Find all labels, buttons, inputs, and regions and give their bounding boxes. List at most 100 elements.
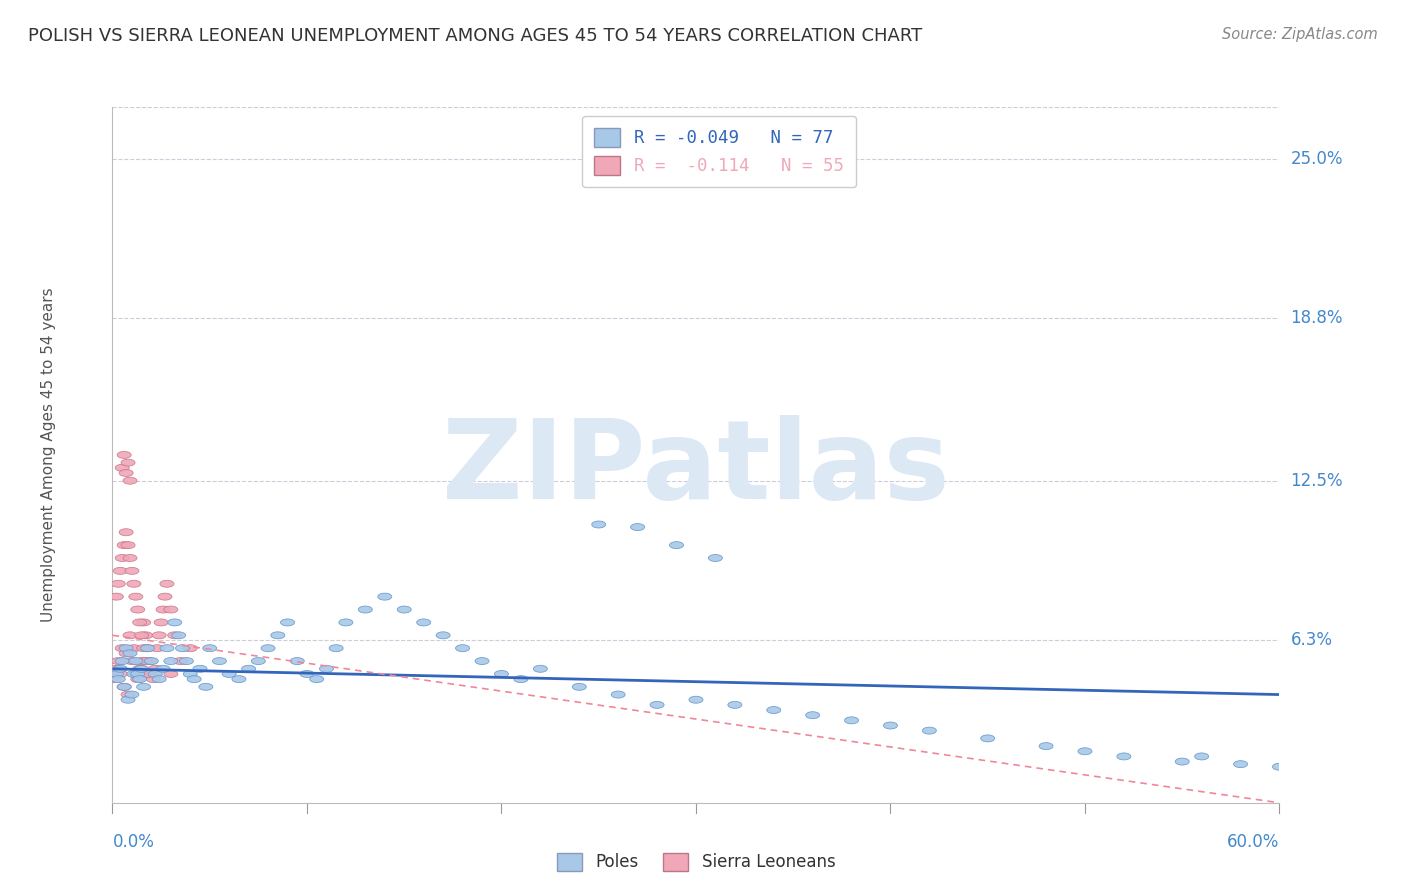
Ellipse shape	[120, 529, 134, 536]
Ellipse shape	[165, 657, 177, 665]
Ellipse shape	[150, 645, 165, 652]
Ellipse shape	[111, 657, 125, 665]
Ellipse shape	[135, 657, 149, 665]
Ellipse shape	[155, 619, 169, 626]
Ellipse shape	[172, 632, 186, 639]
Text: 12.5%: 12.5%	[1291, 472, 1343, 490]
Ellipse shape	[115, 555, 129, 561]
Ellipse shape	[145, 657, 159, 665]
Ellipse shape	[135, 632, 149, 639]
Ellipse shape	[612, 691, 626, 698]
Ellipse shape	[132, 619, 146, 626]
Ellipse shape	[132, 675, 146, 682]
Legend: Poles, Sierra Leoneans: Poles, Sierra Leoneans	[550, 846, 842, 878]
Text: 25.0%: 25.0%	[1291, 150, 1343, 168]
Ellipse shape	[115, 645, 129, 652]
Ellipse shape	[121, 697, 135, 703]
Ellipse shape	[533, 665, 547, 673]
Ellipse shape	[129, 671, 143, 677]
Ellipse shape	[495, 671, 509, 677]
Ellipse shape	[309, 675, 323, 682]
Ellipse shape	[669, 541, 683, 549]
Ellipse shape	[165, 606, 177, 613]
Ellipse shape	[142, 657, 156, 665]
Ellipse shape	[131, 671, 145, 677]
Ellipse shape	[202, 645, 217, 652]
Ellipse shape	[114, 665, 128, 673]
Ellipse shape	[456, 645, 470, 652]
Ellipse shape	[319, 665, 333, 673]
Ellipse shape	[111, 581, 125, 587]
Ellipse shape	[572, 683, 586, 690]
Ellipse shape	[141, 645, 155, 652]
Ellipse shape	[139, 657, 152, 665]
Ellipse shape	[117, 683, 131, 690]
Ellipse shape	[1116, 753, 1130, 760]
Ellipse shape	[1039, 743, 1053, 749]
Ellipse shape	[232, 675, 246, 682]
Ellipse shape	[141, 671, 155, 677]
Ellipse shape	[728, 701, 742, 708]
Ellipse shape	[114, 567, 128, 574]
Ellipse shape	[187, 675, 201, 682]
Ellipse shape	[271, 632, 285, 639]
Ellipse shape	[139, 632, 152, 639]
Ellipse shape	[117, 451, 131, 458]
Ellipse shape	[398, 606, 411, 613]
Text: 18.8%: 18.8%	[1291, 310, 1343, 327]
Ellipse shape	[592, 521, 606, 528]
Text: Source: ZipAtlas.com: Source: ZipAtlas.com	[1222, 27, 1378, 42]
Ellipse shape	[121, 691, 135, 698]
Ellipse shape	[156, 665, 170, 673]
Ellipse shape	[117, 683, 131, 690]
Ellipse shape	[146, 675, 160, 682]
Ellipse shape	[145, 671, 159, 677]
Ellipse shape	[212, 657, 226, 665]
Ellipse shape	[1175, 758, 1189, 765]
Ellipse shape	[127, 671, 141, 677]
Ellipse shape	[167, 619, 181, 626]
Ellipse shape	[110, 665, 124, 673]
Ellipse shape	[152, 675, 166, 682]
Text: Unemployment Among Ages 45 to 54 years: Unemployment Among Ages 45 to 54 years	[41, 287, 56, 623]
Text: 0.0%: 0.0%	[112, 833, 155, 851]
Ellipse shape	[290, 657, 304, 665]
Ellipse shape	[160, 581, 174, 587]
Ellipse shape	[198, 683, 212, 690]
Ellipse shape	[981, 735, 994, 742]
Ellipse shape	[160, 645, 174, 652]
Ellipse shape	[157, 593, 172, 600]
Ellipse shape	[129, 657, 143, 665]
Ellipse shape	[339, 619, 353, 626]
Ellipse shape	[436, 632, 450, 639]
Text: ZIPatlas: ZIPatlas	[441, 416, 950, 523]
Ellipse shape	[416, 619, 430, 626]
Ellipse shape	[222, 671, 236, 677]
Ellipse shape	[631, 524, 644, 531]
Ellipse shape	[135, 665, 149, 673]
Ellipse shape	[173, 657, 187, 665]
Ellipse shape	[115, 465, 129, 471]
Ellipse shape	[180, 657, 194, 665]
Ellipse shape	[114, 671, 128, 677]
Ellipse shape	[125, 691, 139, 698]
Ellipse shape	[922, 727, 936, 734]
Ellipse shape	[252, 657, 266, 665]
Ellipse shape	[122, 650, 136, 657]
Text: 6.3%: 6.3%	[1291, 632, 1333, 649]
Ellipse shape	[165, 671, 177, 677]
Ellipse shape	[115, 657, 129, 665]
Text: POLISH VS SIERRA LEONEAN UNEMPLOYMENT AMONG AGES 45 TO 54 YEARS CORRELATION CHAR: POLISH VS SIERRA LEONEAN UNEMPLOYMENT AM…	[28, 27, 922, 45]
Ellipse shape	[766, 706, 780, 714]
Ellipse shape	[709, 555, 723, 561]
Ellipse shape	[176, 645, 190, 652]
Ellipse shape	[883, 722, 897, 729]
Ellipse shape	[111, 675, 125, 682]
Ellipse shape	[262, 645, 276, 652]
Ellipse shape	[122, 477, 136, 484]
Ellipse shape	[359, 606, 373, 613]
Ellipse shape	[127, 645, 141, 652]
Ellipse shape	[148, 665, 162, 673]
Ellipse shape	[132, 665, 146, 673]
Ellipse shape	[299, 671, 314, 677]
